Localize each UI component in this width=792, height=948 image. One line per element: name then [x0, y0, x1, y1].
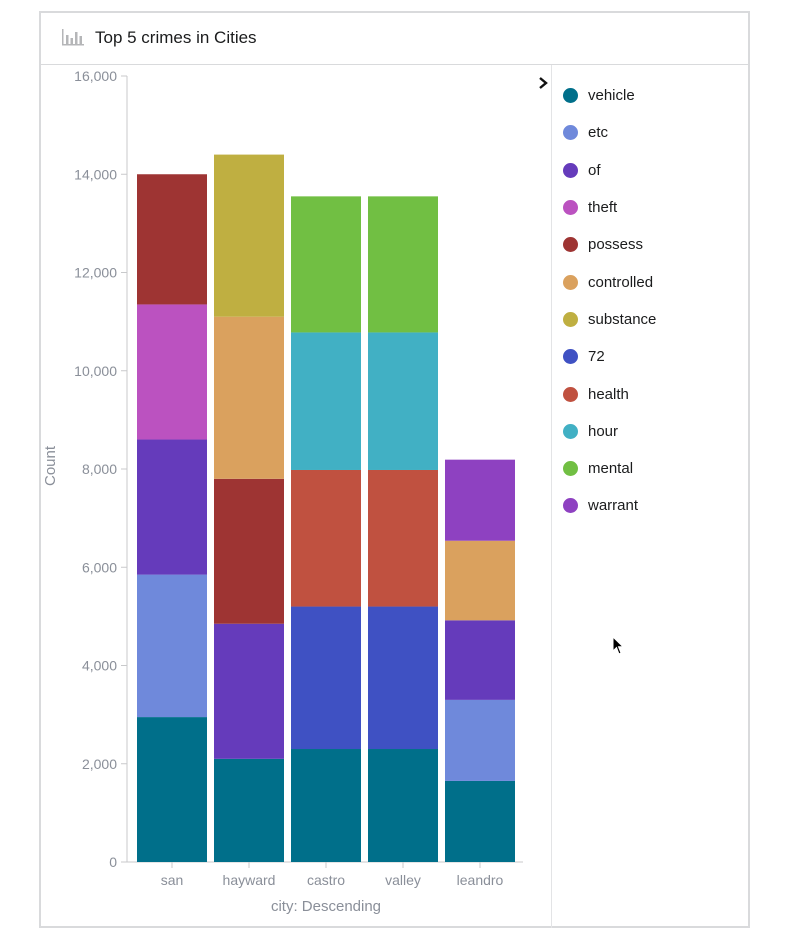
legend-item-health[interactable]: health	[563, 375, 656, 412]
legend-label: 72	[588, 348, 605, 366]
legend-swatch	[563, 311, 578, 327]
bar-segment-valley-vehicle	[368, 749, 438, 862]
bar-segment-castro-hour	[291, 332, 361, 470]
chart-title: Top 5 crimes in Cities	[95, 28, 257, 47]
bar-segment-san-theft	[137, 304, 207, 440]
bar-segment-leandro-of	[445, 620, 515, 700]
legend-item-theft[interactable]: theft	[563, 189, 656, 226]
y-tick-label: 16,000	[74, 68, 117, 84]
legend-label: possess	[588, 236, 644, 254]
y-tick-label: 6,000	[82, 559, 117, 575]
legend-label: of	[588, 161, 601, 179]
bar-segment-castro-health	[291, 469, 361, 607]
bar-segment-valley-mental	[368, 196, 438, 333]
legend-swatch	[563, 423, 578, 439]
legend-swatch	[563, 349, 578, 365]
legend-swatch	[563, 88, 578, 104]
legend-item-possess[interactable]: possess	[563, 226, 656, 263]
bar-segment-valley-health	[368, 469, 438, 607]
legend-item-hour[interactable]: hour	[563, 413, 656, 450]
x-axis-label: city: Descending	[271, 898, 381, 915]
legend-label: theft	[588, 199, 618, 217]
y-tick-label: 14,000	[74, 166, 117, 182]
legend-item-substance[interactable]: substance	[563, 301, 656, 338]
legend-swatch	[563, 386, 578, 402]
legend: vehicle etc of theft possess controlled substa…	[563, 77, 656, 525]
legend-item-of[interactable]: of	[563, 152, 656, 189]
legend-item-72[interactable]: 72	[563, 338, 656, 375]
legend-label: vehicle	[588, 87, 635, 105]
legend-label: hour	[588, 422, 619, 440]
legend-swatch	[563, 200, 578, 216]
bar-segment-hayward-controlled	[214, 316, 284, 479]
bar-segment-san-possess	[137, 174, 207, 305]
y-tick-label: 4,000	[82, 658, 117, 674]
bar-segment-castro-mental	[291, 196, 361, 333]
y-tick-label: 10,000	[74, 363, 117, 379]
chevron-right-icon[interactable]	[536, 75, 550, 91]
mouse-pointer-icon	[612, 636, 625, 655]
bar-chart-icon	[62, 29, 84, 46]
legend-swatch	[563, 237, 578, 253]
panel-header: Top 5 crimes in Cities	[41, 13, 748, 65]
y-axis-label: Count	[42, 445, 59, 486]
legend-divider	[551, 65, 552, 928]
bar-segment-leandro-warrant	[445, 459, 515, 541]
bar-segment-valley-hour	[368, 332, 438, 470]
legend-item-vehicle[interactable]: vehicle	[563, 77, 656, 114]
legend-swatch	[563, 498, 578, 514]
bar-segment-valley-72	[368, 606, 438, 750]
x-tick-label: valley	[385, 872, 421, 888]
legend-label: mental	[588, 460, 634, 478]
legend-label: warrant	[588, 497, 639, 515]
y-tick-label: 0	[109, 854, 117, 870]
legend-label: etc	[588, 124, 609, 142]
legend-item-warrant[interactable]: warrant	[563, 487, 656, 524]
legend-item-mental[interactable]: mental	[563, 450, 656, 487]
legend-item-controlled[interactable]: controlled	[563, 263, 656, 300]
bar-segment-leandro-etc	[445, 699, 515, 781]
bar-segment-san-etc	[137, 574, 207, 718]
bar-segment-san-vehicle	[137, 717, 207, 862]
x-tick-label: hayward	[223, 872, 276, 888]
x-tick-label: leandro	[457, 872, 504, 888]
legend-item-etc[interactable]: etc	[563, 114, 656, 151]
bar-segment-san-of	[137, 439, 207, 575]
bar-segment-hayward-of	[214, 623, 284, 759]
y-tick-label: 8,000	[82, 461, 117, 477]
legend-label: controlled	[588, 273, 654, 291]
y-tick-label: 2,000	[82, 756, 117, 772]
bar-segment-hayward-vehicle	[214, 758, 284, 862]
legend-label: health	[588, 385, 629, 403]
bar-segment-leandro-controlled	[445, 540, 515, 621]
bar-segment-castro-72	[291, 606, 361, 750]
legend-swatch	[563, 125, 578, 141]
bar-segment-hayward-substance	[214, 154, 284, 317]
y-tick-label: 12,000	[74, 265, 117, 281]
bar-segment-castro-vehicle	[291, 749, 361, 862]
legend-swatch	[563, 274, 578, 290]
x-tick-label: castro	[307, 872, 345, 888]
legend-label: substance	[588, 310, 657, 328]
x-tick-label: san	[161, 872, 184, 888]
legend-swatch	[563, 162, 578, 178]
bar-segment-hayward-possess	[214, 478, 284, 624]
bar-segment-leandro-vehicle	[445, 780, 515, 862]
legend-swatch	[563, 461, 578, 477]
